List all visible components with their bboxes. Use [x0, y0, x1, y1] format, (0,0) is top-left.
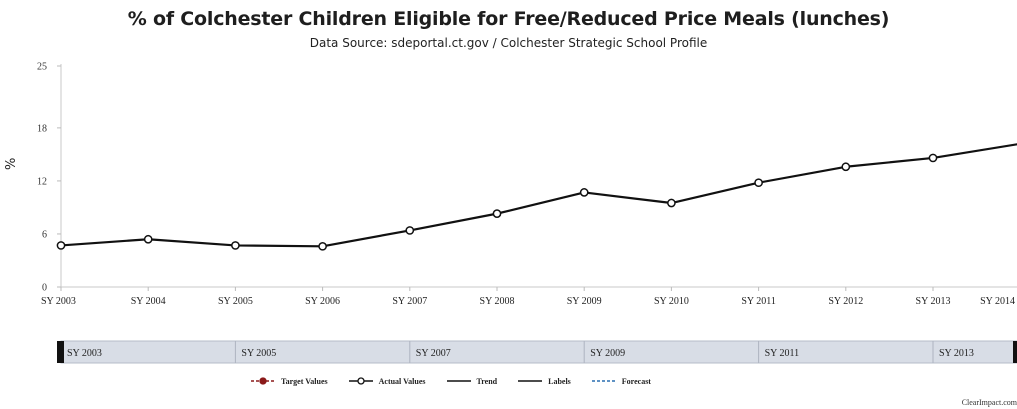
- legend-swatch: [348, 377, 373, 385]
- data-point[interactable]: [56, 241, 66, 250]
- y-tick-label: 0: [42, 283, 47, 294]
- legend-label: Target Values: [281, 376, 328, 386]
- chart-title: % of Colchester Children Eligible for Fr…: [127, 8, 890, 30]
- legend-item[interactable]: Actual Values: [348, 376, 426, 386]
- data-point[interactable]: [667, 198, 676, 208]
- navigator-label: SY 2009: [590, 348, 625, 359]
- y-tick-label: 25: [37, 62, 47, 73]
- x-tick-label: SY 2003: [41, 296, 76, 307]
- x-tick-label: SY 2011: [741, 296, 776, 307]
- navigator-track[interactable]: [60, 340, 1017, 364]
- x-tick-label: SY 2008: [480, 296, 515, 307]
- legend-swatch: [518, 380, 543, 382]
- navigator-label: SY 2007: [416, 348, 451, 359]
- data-point[interactable]: [405, 226, 415, 235]
- data-point[interactable]: [754, 178, 763, 188]
- chart-subtitle: Data Source: sdeportal.ct.gov / Colchest…: [309, 36, 708, 50]
- data-point[interactable]: [318, 241, 327, 251]
- x-tick-label: SY 2005: [218, 296, 253, 307]
- x-tick-label: SY 2009: [567, 296, 602, 307]
- legend-label: Trend: [476, 376, 498, 386]
- credit-text: ClearImpact.com: [961, 398, 1017, 407]
- x-tick-label: SY 2013: [916, 296, 951, 307]
- range-navigator[interactable]: SY 2003 SY 2005 SY 2007 SY 2009 SY 2011 SY 20…: [57, 340, 1017, 364]
- legend-item[interactable]: Target Values: [250, 376, 328, 386]
- data-point[interactable]: [841, 162, 851, 172]
- navigator-label: SY 2003: [67, 348, 102, 359]
- data-point[interactable]: [928, 153, 938, 163]
- data-point[interactable]: [143, 234, 153, 244]
- axis-layer: 0 6 12 18 25 SY 2003 SY 2004 SY 2005 SY 2006 SY 2…: [37, 62, 1017, 307]
- series-layer: [56, 143, 1017, 251]
- x-tick-label: SY 2004: [131, 296, 166, 307]
- navigator-left-handle[interactable]: [57, 341, 64, 363]
- navigator-label: SY 2013: [939, 348, 974, 359]
- x-tick-label: SY 2014: [980, 296, 1015, 307]
- x-tick-label: SY 2012: [828, 296, 863, 307]
- data-point[interactable]: [579, 188, 589, 197]
- data-point[interactable]: [492, 209, 502, 218]
- navigator-label: SY 2005: [241, 348, 276, 359]
- legend-swatch: [446, 380, 471, 382]
- legend-item[interactable]: Forecast: [591, 376, 651, 386]
- legend-label: Forecast: [621, 376, 651, 386]
- legend-label: Labels: [548, 376, 571, 386]
- x-tick-label: SY 2006: [305, 296, 340, 307]
- legend-label: Actual Values: [378, 376, 426, 386]
- data-point[interactable]: [231, 241, 240, 250]
- y-tick-label: 18: [37, 123, 47, 134]
- series-line: [60, 143, 1017, 248]
- navigator-label: SY 2011: [765, 348, 800, 359]
- navigator-right-handle[interactable]: [1013, 341, 1017, 363]
- y-tick-label: 6: [42, 229, 47, 240]
- x-tick-label: SY 2010: [654, 296, 689, 307]
- x-tick-label: SY 2007: [392, 296, 427, 307]
- legend-item[interactable]: Labels: [517, 376, 571, 386]
- legend-swatch: [251, 377, 275, 385]
- y-tick-label: 12: [37, 176, 47, 187]
- legend-item[interactable]: Trend: [446, 376, 498, 386]
- chart-legend: Target Values Actual Values Trend Labels For…: [250, 376, 651, 386]
- legend-swatch: [591, 380, 616, 382]
